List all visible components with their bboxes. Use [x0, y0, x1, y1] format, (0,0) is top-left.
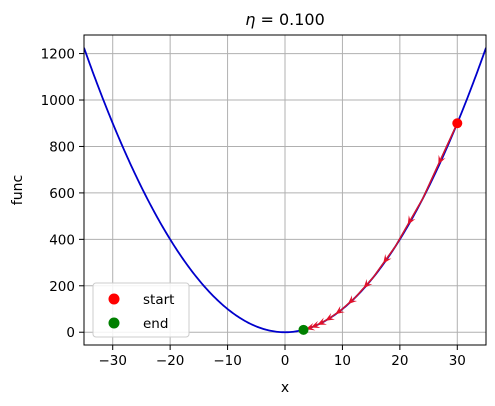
- title-value: = 0.100: [255, 10, 324, 29]
- y-tick-label: 400: [49, 232, 75, 248]
- legend-end-marker: [108, 317, 120, 329]
- x-tick-label: 0: [281, 353, 290, 369]
- start-point: [452, 118, 463, 129]
- axis-ticks: −30 −20 −10 0 10 20 30 0 200 400 600 800 1000 1200: [41, 47, 466, 369]
- legend: start end: [92, 282, 190, 338]
- descent-arrow-head: [325, 312, 335, 321]
- legend-box: [92, 282, 190, 338]
- descent-arrow-head: [347, 295, 358, 305]
- legend-start-label: start: [143, 292, 174, 308]
- y-tick-label: 600: [49, 186, 75, 202]
- x-tick-label: −10: [213, 353, 242, 369]
- x-tick-label: 30: [449, 353, 466, 369]
- descent-arrow-head: [407, 215, 416, 225]
- legend-start-marker: [108, 293, 120, 305]
- descent-arrow-head: [363, 279, 373, 289]
- x-tick-label: 20: [391, 353, 408, 369]
- y-tick-label: 1000: [41, 93, 75, 109]
- x-tick-label: 10: [334, 353, 351, 369]
- end-point: [298, 324, 309, 335]
- y-tick-label: 200: [49, 279, 75, 295]
- plot-area: [84, 47, 486, 335]
- title-eta: η: [245, 10, 255, 29]
- y-axis-label: func: [10, 175, 26, 205]
- descent-path-line: [303, 122, 459, 331]
- descent-arrow-head: [335, 305, 345, 315]
- y-tick-label: 0: [66, 325, 75, 341]
- chart-title: η = 0.100: [245, 10, 325, 29]
- grid-lines: [84, 35, 486, 345]
- descent-arrow-head: [383, 254, 392, 264]
- x-tick-label: −20: [156, 353, 185, 369]
- x-axis-label: x: [281, 380, 289, 396]
- descent-arrow-head: [317, 317, 327, 325]
- y-tick-label: 800: [49, 139, 75, 155]
- descent-arrow-head: [438, 154, 446, 165]
- x-tick-label: −30: [98, 353, 127, 369]
- legend-end-label: end: [143, 316, 168, 332]
- y-tick-label: 1200: [41, 47, 75, 63]
- descent-arrow-head: [310, 320, 321, 328]
